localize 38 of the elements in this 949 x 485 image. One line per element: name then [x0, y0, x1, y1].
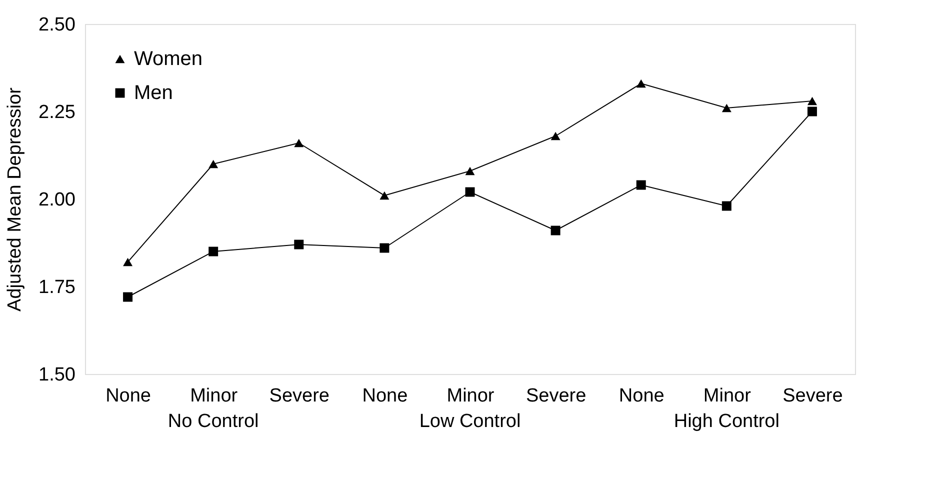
- point: [807, 106, 817, 116]
- x-tick-label: Minor: [446, 386, 495, 406]
- point: [807, 96, 817, 106]
- y-tick-label: 1.50: [38, 364, 76, 386]
- point: [465, 187, 475, 197]
- point: [208, 160, 218, 168]
- text: Low Control: [419, 411, 521, 432]
- x-tick-label: Severe: [782, 386, 843, 406]
- x-tick-label: None: [362, 386, 408, 406]
- x-tick-label: Severe: [269, 386, 330, 406]
- y-tick-label: 2.50: [38, 14, 76, 36]
- y-axis-title: Adjusted Mean Depressior: [4, 86, 26, 312]
- point: [636, 180, 646, 190]
- y-tick-label: 2.25: [38, 102, 76, 123]
- legend-label: Women: [134, 48, 203, 70]
- point: [294, 240, 304, 250]
- y-tick-label: 1.75: [38, 277, 76, 298]
- x-tick-label: Minor: [190, 386, 238, 406]
- point: [123, 258, 133, 266]
- point: [722, 104, 732, 112]
- point: [123, 292, 133, 302]
- point: [208, 246, 218, 256]
- x-tick-label: Minor: [703, 386, 752, 406]
- point: [380, 243, 390, 253]
- point: [722, 201, 732, 211]
- legend-label: Men: [134, 82, 173, 104]
- x-tick-label: Severe: [526, 386, 586, 406]
- point: [380, 191, 390, 200]
- point: [465, 166, 475, 176]
- point: [294, 138, 304, 148]
- text: High Control: [674, 411, 780, 432]
- point: [636, 79, 646, 88]
- x-tick-label: None: [618, 386, 664, 406]
- point: [550, 132, 560, 140]
- x-tick-label: None: [106, 386, 151, 406]
- text: No Control: [168, 411, 259, 432]
- point: [550, 226, 560, 236]
- y-tick-label: 2.00: [38, 190, 76, 210]
